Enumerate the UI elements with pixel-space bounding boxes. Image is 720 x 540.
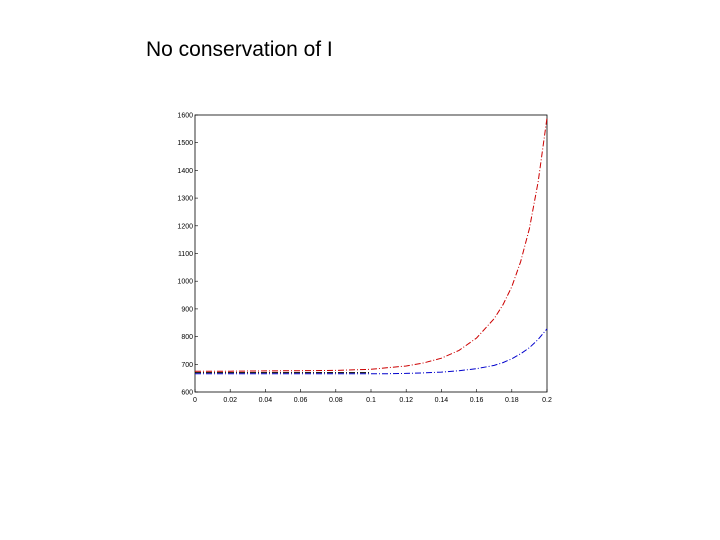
series-line-1 <box>195 117 548 372</box>
x-tick-label: 0.02 <box>223 397 237 404</box>
y-tick-label: 900 <box>181 306 193 313</box>
y-tick-label: 1200 <box>177 223 193 230</box>
x-tick-label: 0.12 <box>399 397 413 404</box>
x-tick-label: 0.04 <box>259 397 273 404</box>
x-tick-label: 0 <box>193 397 197 404</box>
plot-frame <box>194 114 548 393</box>
x-tick-label: 0.1 <box>366 397 376 404</box>
y-tick-label: 800 <box>181 334 193 341</box>
x-tick-label: 0.06 <box>294 397 308 404</box>
y-tick-label: 700 <box>181 362 193 369</box>
x-tick-label: 0.14 <box>435 397 449 404</box>
y-tick-label: 1100 <box>178 251 193 258</box>
x-tick-label: 0.18 <box>505 397 519 404</box>
series-layer <box>195 117 548 375</box>
x-tick-label: 0.08 <box>329 397 343 404</box>
y-tick-label: 1000 <box>177 279 193 286</box>
ticks-layer: 0 0.02 0.04 0.06 0.08 0.1 0.12 0.14 0.16 0.18 0.2 6… <box>177 113 552 405</box>
y-tick-label: 600 <box>181 390 193 397</box>
y-tick-label: 1500 <box>177 140 193 147</box>
slide-title: No conservation of I <box>146 38 333 61</box>
y-tick-label: 1400 <box>177 168 193 175</box>
x-tick-label: 0.16 <box>470 397 484 404</box>
x-tick-label: 0.2 <box>542 397 552 404</box>
y-tick-label: 1600 <box>177 113 193 120</box>
series-line-2 <box>195 328 548 375</box>
y-tick-label: 1300 <box>177 196 193 203</box>
